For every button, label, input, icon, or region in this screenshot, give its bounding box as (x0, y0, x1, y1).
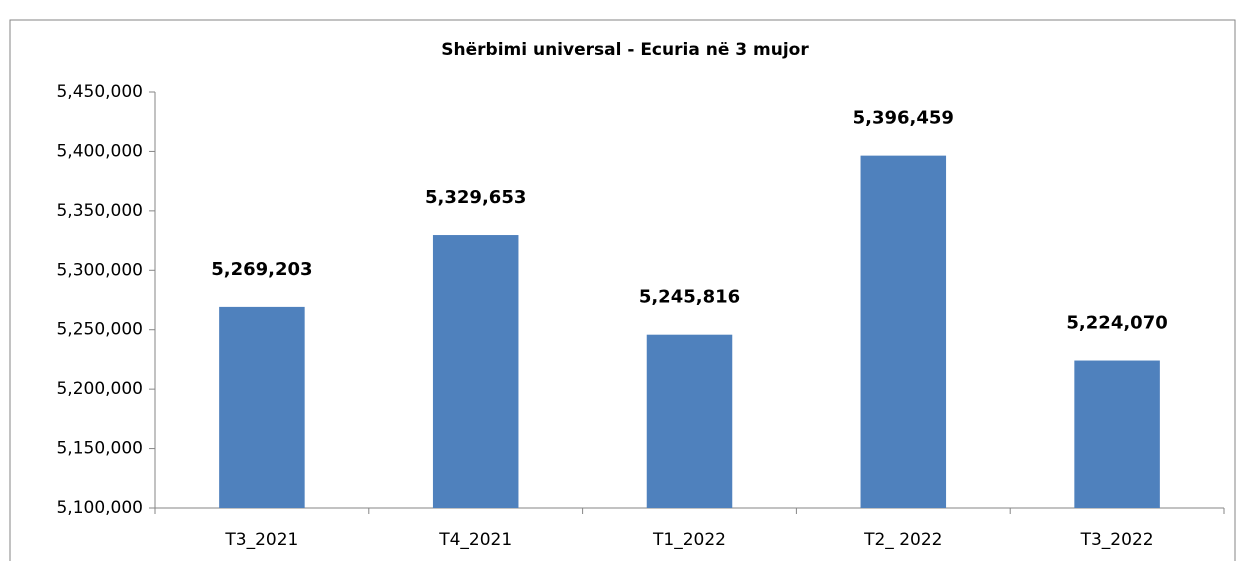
value-label: 5,245,816 (639, 287, 740, 308)
y-tick-label: 5,250,000 (56, 320, 143, 340)
y-tick-label: 5,200,000 (56, 379, 143, 399)
y-tick-label: 5,450,000 (56, 82, 143, 102)
chart-title: Shërbimi universal - Ecuria në 3 mujor (441, 40, 809, 60)
value-label: 5,269,203 (211, 259, 312, 280)
bar (860, 155, 947, 508)
x-tick-label: T3_2022 (1080, 530, 1154, 550)
y-tick-label: 5,300,000 (56, 260, 143, 280)
x-tick-label: T2_ 2022 (863, 530, 942, 550)
bar (1074, 360, 1160, 508)
y-tick-label: 5,100,000 (56, 498, 143, 518)
y-tick-label: 5,150,000 (56, 439, 143, 459)
value-label: 5,329,653 (425, 187, 526, 208)
bar (646, 334, 733, 508)
value-label: 5,224,070 (1066, 313, 1167, 334)
x-tick-label: T3_2021 (224, 530, 298, 550)
y-tick-label: 5,400,000 (56, 141, 143, 161)
y-tick-label: 5,350,000 (56, 201, 143, 221)
chart-frame (9, 19, 1236, 561)
bar (219, 306, 305, 508)
x-tick-label: T1_2022 (652, 530, 726, 550)
x-tick-label: T4_2021 (438, 530, 512, 550)
bar (432, 235, 519, 508)
value-label: 5,396,459 (853, 108, 954, 129)
